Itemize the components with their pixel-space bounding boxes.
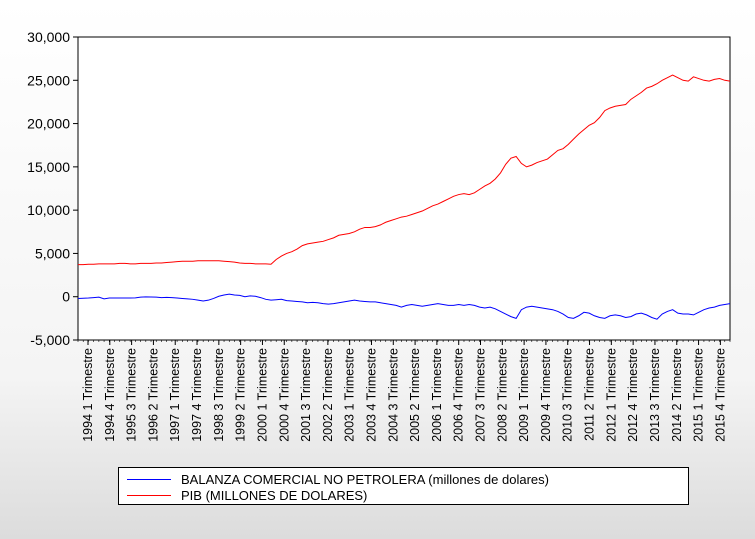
- legend-label-pib: PIB (MILLONES DE DOLARES): [181, 487, 368, 503]
- x-tick-label: 2011 2 Trimestre: [583, 348, 597, 441]
- x-tick-label: 2006 1 Trimestre: [430, 348, 444, 442]
- series-line-balanza: [77, 293, 731, 320]
- y-tick-label: 15,000: [27, 159, 70, 175]
- y-tick-label: 20,000: [27, 116, 70, 132]
- y-axis: -5,000 0 5,000 10,000 15,000 20,000 25,000 30,0…: [27, 29, 78, 348]
- x-tick-label: 1994 1 Trimestre: [81, 348, 95, 442]
- legend-label-balanza: BALANZA COMERCIAL NO PETROLERA (millones…: [181, 471, 549, 487]
- plot-area: [77, 36, 731, 341]
- legend: BALANZA COMERCIAL NO PETROLERA (millones…: [118, 467, 689, 505]
- x-tick-label: 1994 4 Trimestre: [103, 348, 117, 442]
- x-tick-label: 2009 4 Trimestre: [539, 348, 553, 442]
- x-tick-label: 2000 4 Trimestre: [277, 348, 291, 442]
- x-tick-label: 2007 3 Trimestre: [474, 348, 488, 442]
- x-tick-label: 1996 2 Trimestre: [146, 348, 160, 442]
- y-tick-label: -5,000: [30, 332, 70, 348]
- x-tick-label: 1999 2 Trimestre: [234, 348, 248, 442]
- x-tick-label: 2015 4 Trimestre: [713, 348, 727, 442]
- x-tick-label: 2000 1 Trimestre: [255, 348, 269, 442]
- y-tick-label: 0: [62, 289, 70, 305]
- x-tick-label: 1995 3 Trimestre: [125, 348, 139, 442]
- x-tick-label: 2001 3 Trimestre: [299, 348, 313, 442]
- y-tick-label: 10,000: [27, 202, 70, 218]
- x-tick-label: 2013 3 Trimestre: [648, 348, 662, 442]
- x-tick-label: 2015 1 Trimestre: [692, 348, 706, 442]
- x-tick-label: 2010 3 Trimestre: [561, 348, 575, 442]
- x-axis: 1994 1 Trimestre 1994 4 Trimestre 1995 3 T…: [77, 340, 731, 442]
- y-tick-label: 25,000: [27, 72, 70, 88]
- x-tick-label: 1998 3 Trimestre: [212, 348, 226, 442]
- x-tick-label: 1997 4 Trimestre: [190, 348, 204, 442]
- series-line-pib: [78, 74, 731, 266]
- series-lines: [77, 74, 731, 320]
- legend-entry-pib: PIB (MILLONES DE DOLARES): [127, 487, 367, 503]
- x-tick-label: 2012 1 Trimestre: [604, 348, 618, 442]
- legend-entry-balanza: BALANZA COMERCIAL NO PETROLERA (millones…: [127, 471, 549, 487]
- x-tick-label: 2012 4 Trimestre: [626, 348, 640, 442]
- x-tick-label: 2008 2 Trimestre: [495, 348, 509, 442]
- x-tick-label: 2006 4 Trimestre: [452, 348, 466, 442]
- x-tick-label: 2009 1 Trimestre: [517, 348, 531, 442]
- y-tick-label: 30,000: [27, 29, 70, 45]
- x-tick-label: 2004 3 Trimestre: [386, 348, 400, 442]
- x-tick-label: 2014 2 Trimestre: [670, 348, 684, 442]
- x-tick-label: 2003 1 Trimestre: [343, 348, 357, 442]
- x-tick-label: 2003 4 Trimestre: [364, 348, 378, 442]
- legend-swatch-balanza: [127, 478, 171, 480]
- x-tick-label: 1997 1 Trimestre: [168, 348, 182, 442]
- legend-swatch-pib: [127, 494, 171, 496]
- y-tick-label: 5,000: [35, 245, 70, 261]
- x-tick-label: 2005 2 Trimestre: [408, 348, 422, 442]
- x-tick-label: 2002 2 Trimestre: [321, 348, 335, 442]
